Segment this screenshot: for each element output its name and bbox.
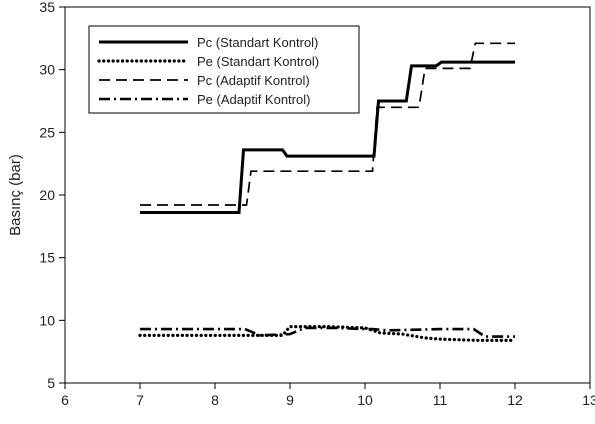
- x-tick-label: 6: [61, 392, 69, 408]
- series-line-0: [140, 60, 515, 214]
- legend-label: Pe (Adaptif Kontrol): [197, 92, 310, 107]
- y-tick-label: 15: [39, 250, 55, 266]
- y-tick-label: 30: [39, 62, 55, 78]
- x-tick-label: 10: [357, 392, 373, 408]
- y-tick-label: 5: [47, 375, 55, 391]
- legend-label: Pc (Standart Kontrol): [197, 35, 318, 50]
- y-tick-label: 35: [39, 0, 55, 15]
- legend-label: Pc (Adaptif Kontrol): [197, 73, 310, 88]
- series-line-2: [140, 42, 515, 206]
- y-tick-label: 25: [39, 124, 55, 140]
- series-line-1: [138, 325, 517, 342]
- x-tick-label: 13: [582, 392, 595, 408]
- y-axis: 5 10 15 20 25 30 35: [39, 0, 65, 391]
- x-tick-label: 9: [286, 392, 294, 408]
- y-tick-label: 20: [39, 187, 55, 203]
- legend-label: Pe (Standart Kontrol): [197, 54, 319, 69]
- x-tick-label: 11: [433, 392, 448, 408]
- x-axis: 6 7 8 9 10 11 12 13: [61, 383, 595, 408]
- x-tick-label: 7: [136, 392, 144, 408]
- y-tick-label: 10: [39, 312, 55, 328]
- series-line-3: [140, 326, 515, 338]
- x-tick-label: 8: [211, 392, 219, 408]
- series-layer: [138, 42, 517, 342]
- y-axis-label: Basınç (bar): [7, 154, 24, 236]
- x-tick-label: 12: [507, 392, 523, 408]
- legend: Pc (Standart Kontrol) Pe (Standart Kontro…: [88, 25, 360, 114]
